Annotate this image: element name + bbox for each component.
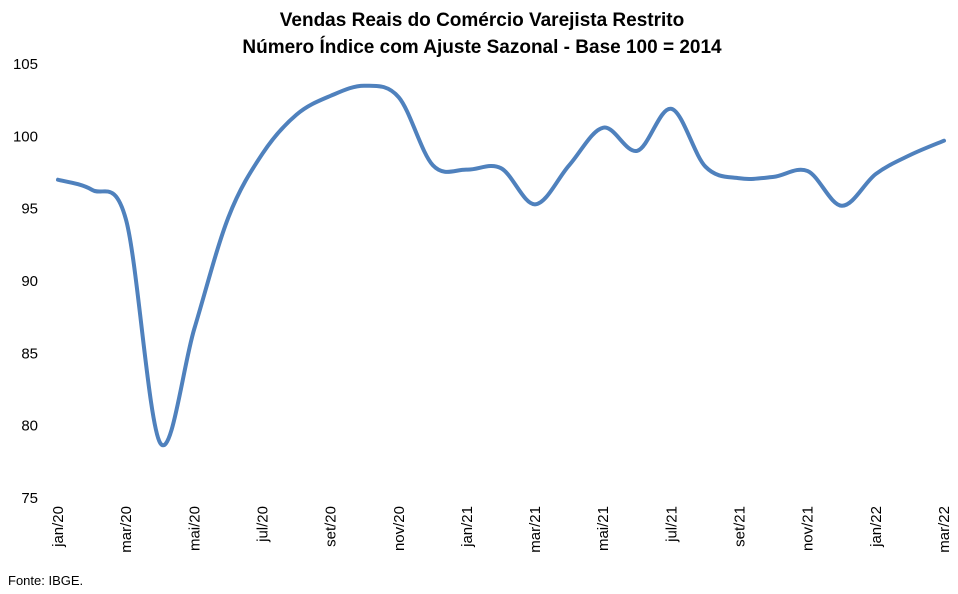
x-tick-label: jul/21 — [663, 506, 680, 543]
y-tick-label: 95 — [21, 201, 38, 218]
x-tick-label: jul/20 — [254, 506, 271, 543]
y-tick-label: 105 — [13, 56, 38, 73]
y-axis-tick-labels: 105 100 95 90 85 80 75 — [13, 56, 38, 507]
chart-title: Vendas Reais do Comércio Varejista Restr… — [280, 10, 684, 31]
x-tick-label: mai/20 — [186, 506, 203, 551]
x-tick-label: jan/21 — [459, 506, 476, 548]
y-tick-label: 75 — [21, 490, 38, 507]
chart-subtitle: Número Índice com Ajuste Sazonal - Base … — [242, 36, 722, 58]
y-tick-label: 90 — [21, 273, 38, 290]
x-tick-label: nov/20 — [391, 506, 408, 551]
x-tick-label: jan/22 — [868, 506, 885, 548]
x-tick-label: nov/21 — [800, 506, 817, 551]
x-tick-label: mar/21 — [527, 506, 544, 553]
x-tick-label: jan/20 — [50, 506, 67, 548]
y-tick-label: 85 — [21, 345, 38, 362]
x-tick-label: mai/21 — [595, 506, 612, 551]
x-tick-label: mar/22 — [936, 506, 953, 553]
y-tick-label: 100 — [13, 128, 38, 145]
x-axis-tick-labels: jan/20 mar/20 mai/20 jul/20 set/20 nov/20 jan/… — [50, 506, 953, 553]
x-tick-label: set/21 — [732, 506, 749, 547]
series-line — [56, 83, 946, 448]
x-tick-label: mar/20 — [118, 506, 135, 553]
source-note: Fonte: IBGE. — [8, 573, 83, 588]
y-tick-label: 80 — [21, 418, 38, 435]
x-tick-label: set/20 — [323, 506, 340, 547]
